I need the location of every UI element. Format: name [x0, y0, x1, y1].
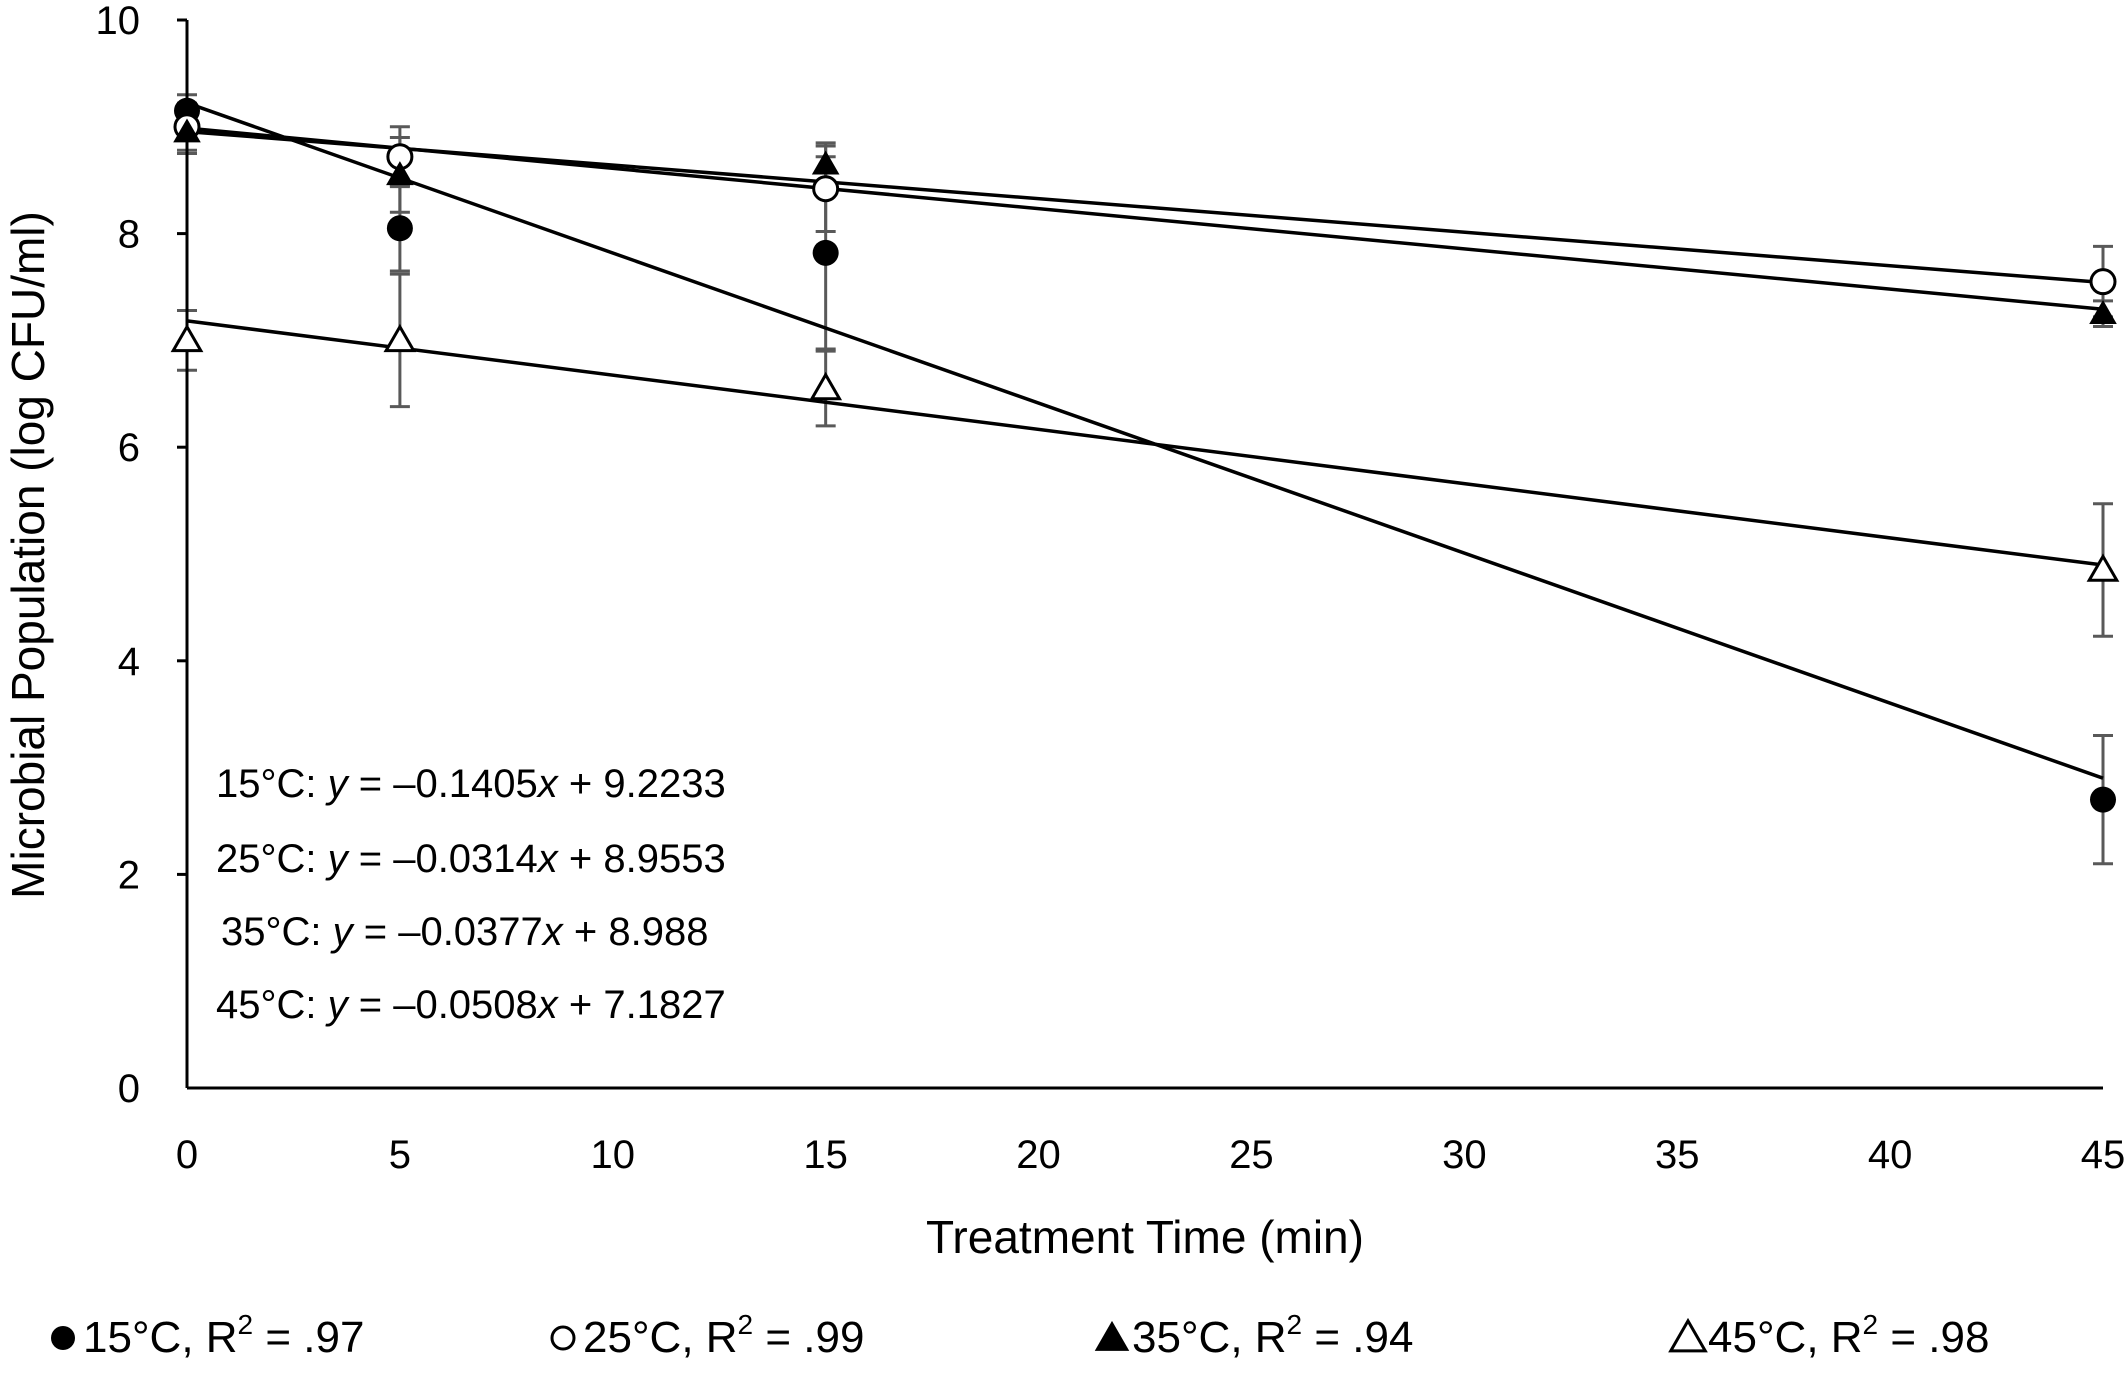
data-point [809, 371, 843, 401]
data-point [51, 1326, 75, 1350]
x-tick-label: 10 [591, 1133, 636, 1177]
x-tick-label: 40 [1868, 1133, 1913, 1177]
legend-item: 45°C, R2 = .98 [1668, 1309, 1989, 1362]
x-tick-label: 30 [1442, 1133, 1487, 1177]
equation-label: 25°C: y = –0.0314x + 8.9553 [216, 837, 726, 881]
legend-label: 45°C, R2 = .98 [1708, 1309, 1989, 1362]
data-point [1094, 1320, 1130, 1351]
data-point [811, 150, 840, 175]
data-point [386, 161, 414, 186]
data-point [2086, 553, 2120, 582]
equation-label: 35°C: y = –0.0377x + 8.988 [221, 910, 708, 954]
data-point [173, 118, 201, 143]
data-point [550, 1325, 576, 1351]
x-tick-label: 0 [176, 1133, 198, 1177]
legend-item: 15°C, R2 = .97 [51, 1309, 364, 1362]
trend-line [186, 319, 2104, 567]
y-tick-label: 0 [118, 1067, 140, 1111]
data-point [2089, 268, 2117, 296]
axes-layer [177, 18, 2103, 1090]
y-axis-title: Microbial Population (log CFU/ml) [2, 211, 54, 899]
x-tick-label: 15 [803, 1133, 848, 1177]
data-point [2089, 300, 2117, 324]
data-point [2090, 786, 2116, 813]
x-tick-label: 5 [389, 1133, 411, 1177]
legend-label: 15°C, R2 = .97 [83, 1309, 364, 1362]
legend-item: 25°C, R2 = .99 [550, 1309, 864, 1362]
x-tick-label: 20 [1016, 1133, 1061, 1177]
legend-label: 35°C, R2 = .94 [1132, 1309, 1413, 1362]
legend-item: 35°C, R2 = .94 [1094, 1309, 1413, 1362]
data-point [1668, 1317, 1708, 1353]
x-tick-label: 35 [1655, 1133, 1700, 1177]
x-axis-title: Treatment Time (min) [926, 1211, 1364, 1263]
trend-lines-layer [186, 101, 2104, 780]
trend-line [186, 101, 2104, 780]
equations-block: 15°C: y = –0.1405x + 9.2233 25°C: y = –0.… [216, 762, 726, 1027]
data-point [383, 323, 417, 353]
tick-labels-layer: 0 5 10 15 20 25 30 35 40 45 0 2 4 6 8 10 [96, 0, 2126, 1177]
y-tick-label: 2 [118, 853, 140, 897]
trend-line [186, 126, 2104, 312]
markers-layer [170, 97, 2120, 813]
legend: 15°C, R2 = .97 25°C, R2 = .99 35°C, R2 = .… [51, 1309, 1989, 1362]
y-tick-label: 10 [96, 0, 141, 43]
equation-label: 15°C: y = –0.1405x + 9.2233 [216, 762, 726, 806]
data-point [386, 215, 413, 242]
x-tick-label: 25 [1229, 1133, 1274, 1177]
y-tick-label: 6 [118, 426, 140, 470]
x-tick-label: 45 [2081, 1133, 2126, 1177]
legend-label: 25°C, R2 = .99 [583, 1309, 864, 1362]
equation-label: 45°C: y = –0.0508x + 7.1827 [216, 983, 726, 1027]
error-bars-layer [177, 93, 2113, 866]
data-point [812, 175, 840, 203]
y-tick-label: 4 [118, 640, 140, 684]
data-point [812, 239, 839, 266]
y-tick-label: 8 [118, 213, 140, 257]
data-point [170, 323, 204, 353]
